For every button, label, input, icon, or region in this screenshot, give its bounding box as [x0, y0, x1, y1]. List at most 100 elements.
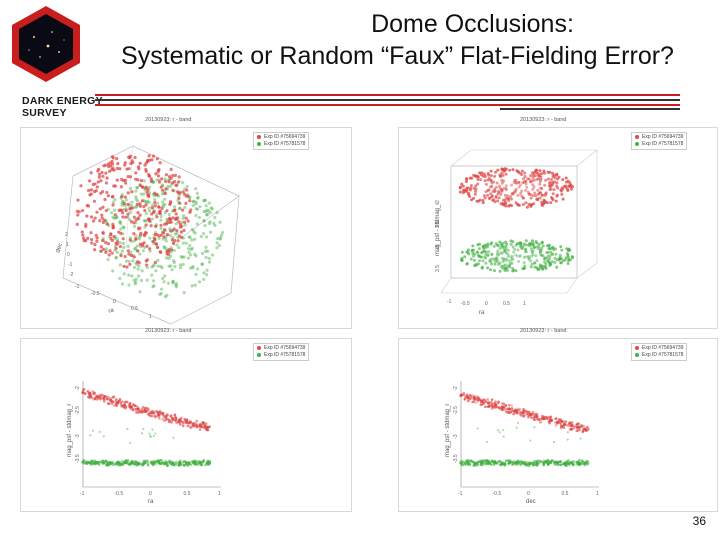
red-scatter-point	[516, 411, 520, 415]
green-scatter-point	[82, 461, 86, 465]
green-point	[486, 253, 490, 257]
red-point	[116, 161, 120, 166]
green-point	[163, 202, 167, 206]
green-scatter-point	[532, 461, 536, 464]
red-scatter-point	[535, 414, 538, 418]
red-point	[481, 174, 485, 178]
red-point	[562, 185, 566, 189]
green-point	[189, 247, 193, 251]
red-scatter-point	[510, 407, 514, 410]
green-point	[162, 280, 166, 284]
green-point	[571, 256, 575, 260]
red-scatter-point	[575, 429, 579, 433]
green-point	[506, 255, 510, 259]
green-scatter-point	[89, 461, 93, 465]
red-point	[486, 193, 490, 197]
green-scatter-point	[93, 462, 97, 466]
green-point	[511, 240, 515, 244]
x-tick: 0	[113, 299, 116, 305]
legend-entry-green: Exp ID #75781578	[257, 141, 305, 148]
green-scatter-point	[504, 459, 508, 463]
legend-label: Exp ID #75781578	[264, 352, 306, 358]
red-scatter-point	[136, 411, 140, 414]
red-point	[545, 201, 549, 205]
red-scatter-point	[495, 405, 498, 408]
green-point	[205, 212, 210, 217]
red-scatter-point	[166, 417, 170, 421]
red-point	[86, 204, 91, 208]
red-data-point	[109, 398, 113, 402]
red-point	[102, 218, 106, 222]
red-point	[147, 193, 151, 197]
green-point	[204, 255, 208, 260]
red-point	[495, 181, 499, 185]
green-scatter-point	[119, 463, 123, 467]
red-scatter-point	[115, 404, 118, 407]
panel-3-title: 20130923: r - band	[145, 328, 192, 334]
red-point	[97, 172, 102, 177]
red-scatter-point	[171, 418, 175, 422]
red-scatter-point	[471, 394, 475, 397]
green-point	[195, 191, 199, 195]
red-point	[113, 213, 117, 217]
red-scatter-point	[501, 408, 504, 412]
green-point	[506, 248, 510, 252]
green-point	[511, 269, 515, 273]
green-point	[541, 267, 545, 271]
green-point	[484, 250, 488, 254]
red-point	[552, 188, 556, 192]
x-tick: 0.5	[184, 491, 191, 497]
red-point	[154, 242, 158, 246]
green-point	[189, 266, 193, 270]
red-point	[140, 199, 144, 203]
red-point	[179, 230, 184, 234]
green-point	[472, 254, 476, 258]
red-point	[164, 179, 168, 184]
green-point	[156, 258, 160, 262]
red-point	[123, 163, 127, 167]
red-scatter-point	[110, 399, 114, 403]
green-point	[477, 247, 481, 251]
red-point	[538, 196, 542, 200]
panel-1: ra dec -1 -0.5 0 0.5 1 2 1 0 -1 -2 Exp ID #75694…	[20, 127, 352, 329]
green-point	[119, 227, 123, 231]
green-point	[519, 244, 523, 248]
red-point	[514, 187, 518, 191]
red-point	[521, 202, 525, 206]
red-point	[104, 241, 108, 245]
green-point	[210, 207, 214, 211]
red-point	[138, 226, 142, 230]
red-point	[164, 187, 168, 191]
red-scatter-point	[528, 412, 531, 416]
red-scatter-point	[522, 407, 525, 411]
red-point	[489, 178, 493, 182]
green-scatter-point	[85, 462, 89, 466]
y-axis-label: mag_psf - stdmag_r	[445, 404, 451, 457]
green-point	[200, 251, 205, 256]
red-point	[186, 194, 190, 198]
red-point	[100, 170, 104, 175]
red-scatter-point	[462, 391, 466, 395]
red-scatter-point	[564, 423, 568, 426]
green-point	[535, 241, 539, 245]
red-scatter-point	[550, 419, 553, 423]
legend-red-dot	[257, 345, 261, 350]
red-point	[156, 174, 161, 178]
green-point	[194, 254, 198, 258]
red-point	[569, 187, 573, 191]
red-point	[181, 208, 185, 212]
green-point	[137, 237, 141, 241]
red-scatter-point	[576, 422, 579, 426]
red-point	[160, 206, 164, 210]
panel-3: -1 -0.5 0 0.5 1 -2 -2.5 -3 -3.5 ra mag_psf - stdma…	[20, 338, 352, 512]
red-scatter-point	[136, 407, 140, 411]
red-point	[491, 198, 495, 202]
red-point	[106, 242, 111, 246]
red-point	[127, 167, 131, 171]
box-edge	[170, 195, 240, 325]
green-point	[520, 246, 524, 250]
red-scatter-point	[204, 422, 208, 425]
green-point	[538, 263, 542, 267]
green-scatter-point	[567, 459, 570, 462]
red-scatter-point	[137, 408, 141, 412]
